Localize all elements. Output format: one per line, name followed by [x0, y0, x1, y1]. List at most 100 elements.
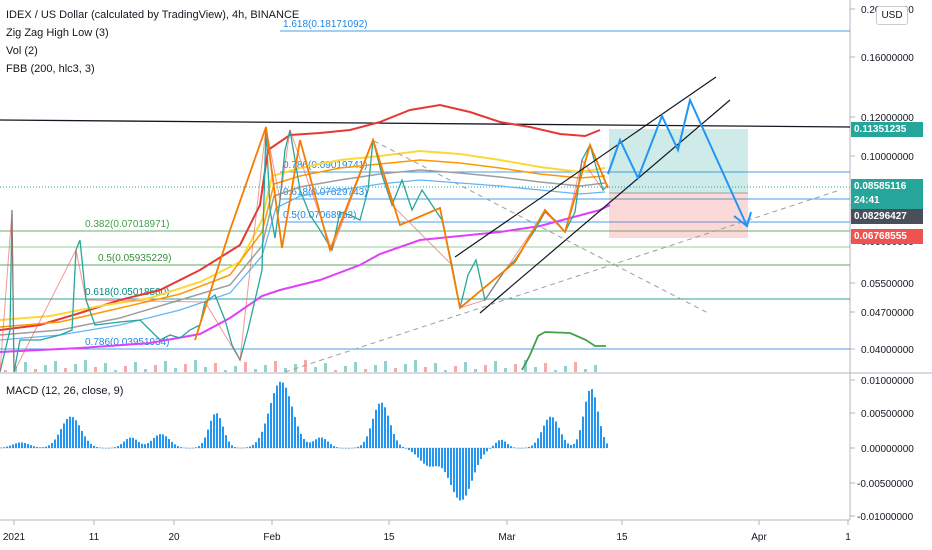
macd-histogram-bar — [432, 448, 434, 467]
zigzag-line — [194, 126, 609, 341]
volume-bar — [594, 365, 597, 372]
price-series-down — [0, 126, 604, 373]
fib-level-label: 0.786(0.09019741) — [283, 160, 368, 171]
fbb-band-blue — [0, 179, 606, 341]
macd-histogram-bar — [417, 448, 419, 458]
macd-histogram-bar — [357, 446, 359, 448]
macd-histogram-bar — [138, 441, 140, 448]
volume-bar — [464, 362, 467, 372]
macd-histogram-bar — [570, 444, 572, 448]
macd-histogram-bar — [429, 448, 431, 467]
macd-histogram-bar — [81, 431, 83, 448]
macd-histogram-bar — [462, 448, 464, 500]
macd-histogram-bar — [135, 439, 137, 448]
indicator-fbb-label[interactable]: FBB (200, hlc3, 3) — [6, 63, 95, 75]
macd-histogram-bar — [591, 389, 593, 448]
macd-tick-label: 0.01000000 — [861, 376, 914, 387]
candle-countdown: 24:41 — [854, 195, 880, 206]
volume-bar — [264, 365, 267, 372]
time-tick-label: Apr — [751, 532, 767, 543]
macd-histogram-bar — [309, 442, 311, 448]
volume-bar — [484, 365, 487, 372]
volume-bar — [584, 369, 587, 372]
fib-level-label: 0.382(0.07018971) — [85, 219, 170, 230]
macd-histogram-bar — [375, 409, 377, 448]
volume-bar — [154, 365, 157, 372]
indicator-volume-label[interactable]: Vol (2) — [6, 45, 38, 57]
volume-bar — [4, 370, 7, 372]
macd-histogram-bar — [606, 443, 608, 448]
macd-histogram-bar — [426, 448, 428, 466]
macd-histogram-bar — [150, 440, 152, 448]
volume-bar — [24, 362, 27, 372]
macd-histogram-bar — [477, 448, 479, 465]
macd-histogram-bar — [132, 437, 134, 448]
price-tick-label: 0.12000000 — [861, 113, 914, 124]
time-tick-label: 2021 — [3, 532, 26, 543]
macd-histogram-bar — [366, 436, 368, 448]
macd-histogram-bar — [126, 439, 128, 448]
macd-histogram-bar — [54, 439, 56, 448]
macd-histogram-bar — [450, 448, 452, 486]
macd-histogram-bar — [378, 403, 380, 448]
macd-histogram-bar — [153, 437, 155, 448]
macd-histogram-bar — [255, 442, 257, 448]
time-tick-label: Feb — [263, 532, 281, 543]
volume-bar — [444, 370, 447, 372]
macd-histogram-bar — [381, 402, 383, 448]
macd-histogram-bar — [21, 442, 23, 448]
macd-histogram-bar — [24, 442, 26, 448]
time-tick-label: 20 — [168, 532, 180, 543]
macd-histogram-bar — [468, 448, 470, 489]
volume-bar — [344, 366, 347, 372]
macd-histogram-bar — [369, 428, 371, 448]
macd-histogram-bar — [435, 448, 437, 467]
macd-histogram-bar — [75, 420, 77, 448]
macd-histogram-bar — [30, 445, 32, 448]
volume-bar — [74, 364, 77, 372]
macd-histogram-bar — [303, 438, 305, 448]
macd-histogram-bar — [120, 444, 122, 448]
macd-histogram-bar — [228, 441, 230, 448]
macd-histogram-bar — [147, 443, 149, 448]
macd-histogram-bar — [510, 446, 512, 448]
macd-histogram-bar — [90, 443, 92, 448]
macd-histogram-bar — [273, 393, 275, 448]
macd-histogram-bar — [447, 448, 449, 478]
macd-histogram-bar — [492, 445, 494, 448]
macd-histogram-bar — [537, 438, 539, 448]
volume-bar — [404, 364, 407, 372]
macd-histogram-bar — [234, 447, 236, 448]
position-loss-zone — [609, 193, 748, 238]
macd-histogram-bar — [387, 415, 389, 448]
volume-bar — [414, 360, 417, 372]
macd-histogram-bar — [144, 444, 146, 448]
macd-histogram-bar — [222, 426, 224, 448]
volume-bar — [364, 369, 367, 372]
volume-bar — [144, 369, 147, 372]
indicator-zigzag-label[interactable]: Zig Zag High Low (3) — [6, 27, 109, 39]
macd-histogram-bar — [246, 447, 248, 448]
volume-bar — [64, 368, 67, 372]
fib-level-label: 0.618(0.05018580) — [85, 287, 170, 298]
fbb-upper-band — [0, 103, 601, 331]
macd-histogram-bar — [180, 447, 182, 448]
macd-histogram-bar — [18, 442, 20, 448]
volume-bar — [194, 360, 197, 372]
macd-histogram-bar — [72, 417, 74, 448]
macd-histogram-bar — [69, 416, 71, 448]
macd-histogram-bar — [123, 441, 125, 448]
macd-histogram-bar — [474, 448, 476, 473]
macd-histogram-bar — [285, 387, 287, 448]
macd-histogram-bar — [165, 436, 167, 448]
macd-histogram-bar — [267, 413, 269, 448]
fbb-band-orange — [0, 159, 606, 328]
macd-histogram-bar — [531, 445, 533, 448]
volume-bar — [564, 366, 567, 372]
currency-button[interactable]: USD — [876, 6, 908, 25]
volume-bar — [304, 360, 307, 372]
macd-histogram-bar — [453, 448, 455, 493]
macd-histogram-bar — [405, 448, 407, 449]
indicator-macd-label[interactable]: MACD (12, 26, close, 9) — [6, 385, 124, 397]
